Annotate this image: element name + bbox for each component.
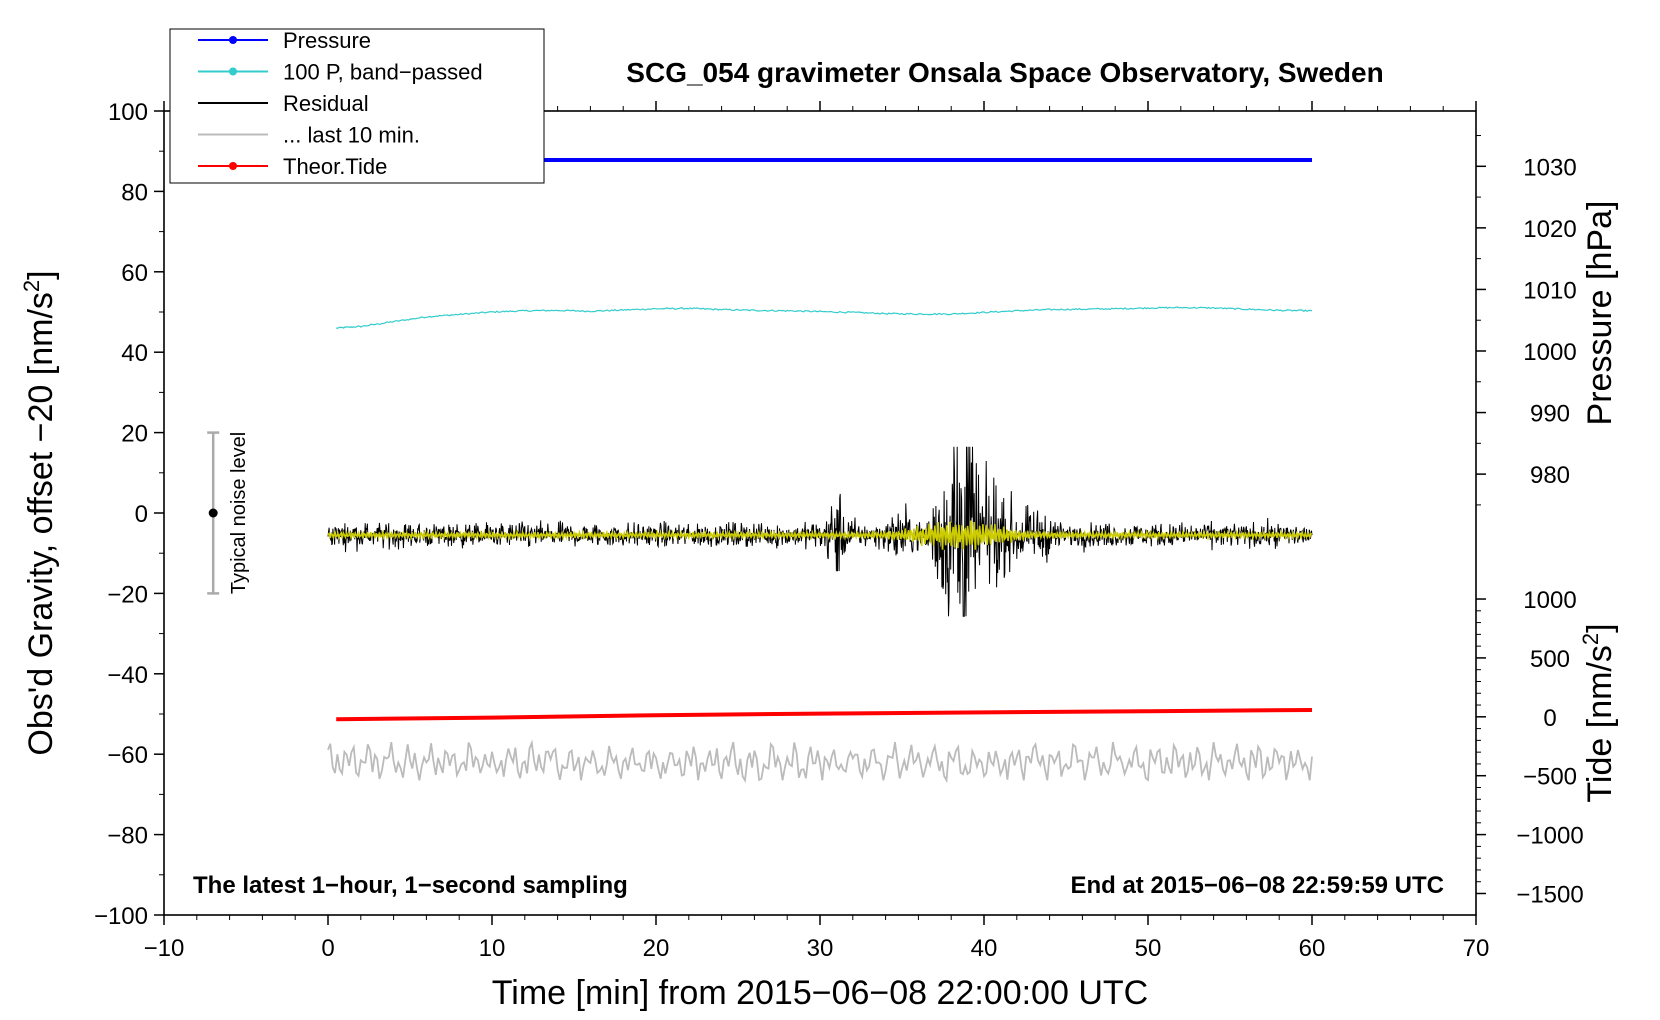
series-residual-smoothed: [327, 520, 1313, 550]
y-axis-label-pressure: Pressure [hPa]: [1581, 201, 1619, 426]
legend-marker: [229, 36, 237, 44]
note-right: End at 2015−06−08 22:59:59 UTC: [1070, 872, 1444, 899]
pressure-tick-label: 1030: [1523, 154, 1576, 181]
y-axis-label-left: Obs'd Gravity, offset −20 [nm/s2]: [19, 270, 60, 755]
legend-label: Pressure: [283, 28, 371, 53]
legend: Pressure 100 P, band−passed Residual ... la…: [169, 28, 545, 184]
series-100p-band-passed: [336, 306, 1313, 329]
series-theor-tide: [336, 708, 1313, 722]
x-tick-label: 30: [807, 935, 834, 962]
chart-title: SCG_054 gravimeter Onsala Space Observat…: [626, 57, 1383, 88]
pressure-tick-label: 1010: [1523, 277, 1576, 304]
x-tick-label: 0: [321, 935, 334, 962]
x-tick-label: 10: [479, 935, 506, 962]
y-tick-label-left: −60: [107, 742, 148, 769]
tide-tick-label: −1000: [1516, 823, 1583, 850]
noise-center-dot: [208, 508, 218, 518]
y-tick-label-left: 20: [121, 421, 148, 448]
axes-layer: −10 0 10 20 30 40 50 60 70100806040200−20−40−60−…: [94, 99, 1584, 962]
series-residual: [327, 446, 1313, 617]
x-axis-label: Time [min] from 2015−06−08 22:00:00 UTC: [492, 974, 1148, 1012]
note-left: The latest 1−hour, 1−second sampling: [193, 872, 628, 899]
series-last-10-min: [327, 739, 1313, 784]
tide-tick-label: 0: [1543, 705, 1556, 732]
x-tick-label: 50: [1135, 935, 1162, 962]
y-tick-label-left: −100: [94, 903, 148, 930]
y-axis-label-tide: Tide [nm/s2]: [1578, 623, 1619, 802]
tide-tick-label: 500: [1530, 646, 1570, 673]
tide-tick-label: −500: [1523, 764, 1577, 791]
legend-box: [169, 28, 545, 184]
pressure-tick-label: 990: [1530, 401, 1570, 428]
y-tick-label-left: 60: [121, 260, 148, 287]
legend-label: 100 P, band−passed: [283, 60, 483, 85]
legend-label: Theor.Tide: [283, 154, 387, 179]
y-tick-label-left: −40: [107, 662, 148, 689]
y-tick-label-left: 40: [121, 340, 148, 367]
y-tick-label-left: −20: [107, 581, 148, 608]
x-tick-label: −10: [144, 935, 185, 962]
pressure-tick-label: 1000: [1523, 339, 1576, 366]
y-tick-label-left: 0: [135, 501, 148, 528]
tide-tick-label: 1000: [1523, 587, 1576, 614]
noise-label: Typical noise level: [228, 432, 250, 594]
y-tick-label-left: −80: [107, 823, 148, 850]
tide-tick-label: −1500: [1516, 881, 1583, 908]
x-tick-label: 40: [971, 935, 998, 962]
x-tick-label: 70: [1463, 935, 1490, 962]
plot-frame: [163, 110, 1477, 916]
legend-marker: [229, 162, 237, 170]
legend-label: Residual: [283, 91, 369, 116]
legend-marker: [229, 67, 237, 76]
legend-label: ... last 10 min.: [283, 123, 420, 148]
pressure-tick-label: 1020: [1523, 216, 1576, 243]
y-tick-label-left: 80: [121, 179, 148, 206]
noise-indicator: Typical noise level: [207, 431, 250, 595]
y-tick-label-left: 100: [108, 99, 148, 126]
x-tick-label: 20: [643, 935, 670, 962]
pressure-tick-label: 980: [1530, 462, 1570, 489]
x-tick-label: 60: [1299, 935, 1326, 962]
